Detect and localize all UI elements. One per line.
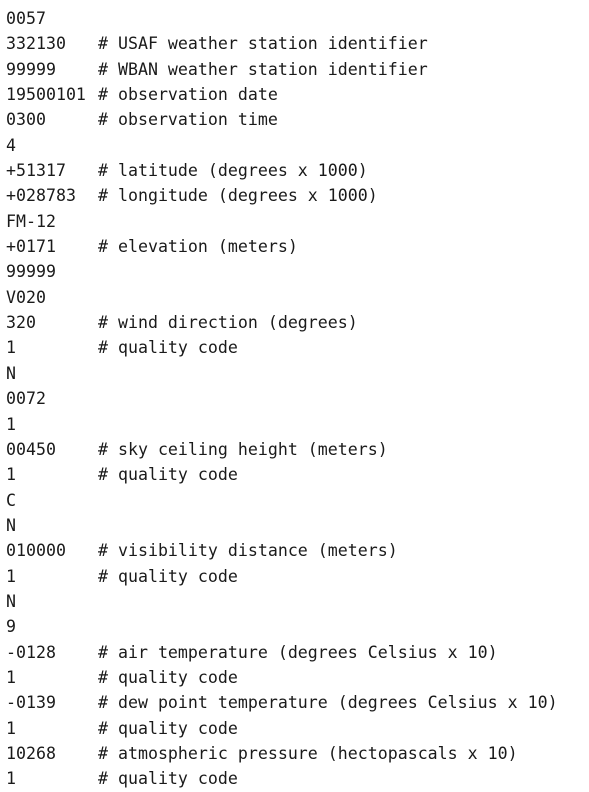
field-value: 1 (6, 718, 16, 738)
field-comment: # dew point temperature (degrees Celsius… (98, 693, 558, 713)
field-value: V020 (6, 287, 46, 307)
listing-line: 0072 (6, 386, 589, 411)
field-comment: # USAF weather station identifier (98, 34, 428, 54)
listing-line: N (6, 589, 589, 614)
field-value: 1 (6, 769, 16, 789)
listing-line: 10268 # atmospheric pressure (hectopascal… (6, 741, 589, 766)
listing-line: 1 # quality code (6, 716, 589, 741)
field-value: 1 (6, 465, 16, 485)
field-comment: # quality code (98, 338, 238, 358)
listing-line: +028783 # longitude (degrees x 1000) (6, 183, 589, 208)
listing-line: 1 # quality code (6, 766, 589, 791)
field-comment: # quality code (98, 769, 238, 789)
listing-line: -0128 # air temperature (degrees Celsius … (6, 640, 589, 665)
listing-line: 99999 (6, 259, 589, 284)
field-value: 1 (6, 414, 16, 434)
field-value: 010000 (6, 541, 66, 561)
field-value: 4 (6, 135, 16, 155)
field-value: 99999 (6, 262, 56, 282)
field-comment: # atmospheric pressure (hectopascals x 1… (98, 743, 518, 763)
field-value: 0300 (6, 110, 46, 130)
listing-line: -0139 # dew point temperature (degrees Ce… (6, 690, 589, 715)
listing-line: 00450 # sky ceiling height (meters) (6, 437, 589, 462)
field-comment: # sky ceiling height (meters) (98, 439, 388, 459)
field-comment: # wind direction (degrees) (98, 313, 358, 333)
listing-line: 0057 (6, 6, 589, 31)
field-comment: # quality code (98, 718, 238, 738)
field-value: N (6, 591, 16, 611)
field-value: N (6, 363, 16, 383)
field-value: N (6, 515, 16, 535)
listing-line: 320 # wind direction (degrees) (6, 310, 589, 335)
field-comment: # latitude (degrees x 1000) (98, 161, 368, 181)
field-value: 1 (6, 667, 16, 687)
field-comment: # quality code (98, 566, 238, 586)
listing-line: 1 # quality code (6, 462, 589, 487)
field-value: +0171 (6, 237, 56, 257)
listing-line: +0171 # elevation (meters) (6, 234, 589, 259)
listing-line: FM-12 (6, 209, 589, 234)
field-value: 0072 (6, 389, 46, 409)
listing-line: 4 (6, 133, 589, 158)
field-value: FM-12 (6, 211, 56, 231)
field-value: 00450 (6, 439, 56, 459)
field-value: 19500101 (6, 85, 86, 105)
field-value: 332130 (6, 34, 66, 54)
listing-line: 010000 # visibility distance (meters) (6, 538, 589, 563)
field-comment: # quality code (98, 465, 238, 485)
listing-line: 1 (6, 412, 589, 437)
field-value: 99999 (6, 59, 56, 79)
field-value: 10268 (6, 743, 56, 763)
field-value: C (6, 490, 16, 510)
listing-line: N (6, 361, 589, 386)
field-value: +51317 (6, 161, 66, 181)
field-value: 0057 (6, 9, 46, 28)
listing-line: +51317 # latitude (degrees x 1000) (6, 158, 589, 183)
listing-line: 1 # quality code (6, 335, 589, 360)
listing-line: 0300 # observation time (6, 107, 589, 132)
field-value: +028783 (6, 186, 76, 206)
field-value: 1 (6, 566, 16, 586)
field-value: -0128 (6, 642, 56, 662)
listing-line: 9 (6, 614, 589, 639)
listing-line: N (6, 513, 589, 538)
field-comment: # elevation (meters) (98, 237, 298, 257)
field-comment: # observation time (98, 110, 278, 130)
listing-line: 1 # quality code (6, 564, 589, 589)
field-value: 9 (6, 617, 16, 637)
listing-line: 19500101 # observation date (6, 82, 589, 107)
field-value: 1 (6, 338, 16, 358)
field-comment: # air temperature (degrees Celsius x 10) (98, 642, 498, 662)
field-comment: # longitude (degrees x 1000) (98, 186, 378, 206)
listing-line: V020 (6, 285, 589, 310)
field-comment: # quality code (98, 667, 238, 687)
listing-line: 1 # quality code (6, 665, 589, 690)
field-comment: # WBAN weather station identifier (98, 59, 428, 79)
field-comment: # observation date (98, 85, 278, 105)
listing-line: 332130 # USAF weather station identifier (6, 31, 589, 56)
listing-line: C (6, 488, 589, 513)
listing-line: 99999 # WBAN weather station identifier (6, 57, 589, 82)
field-comment: # visibility distance (meters) (98, 541, 398, 561)
field-value: -0139 (6, 693, 56, 713)
field-value: 320 (6, 313, 36, 333)
